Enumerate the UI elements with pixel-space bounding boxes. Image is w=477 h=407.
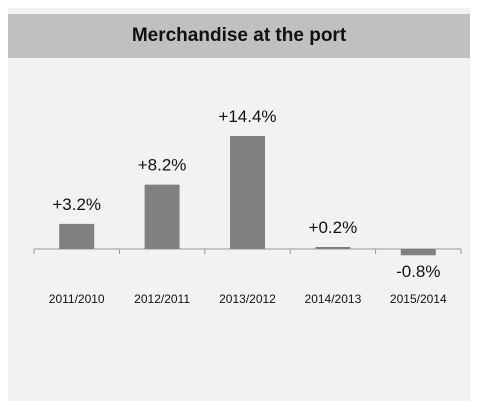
- bar-data-label: +0.2%: [309, 218, 358, 237]
- x-tick-label: 2012/2011: [134, 292, 190, 306]
- bar-data-label: +3.2%: [52, 195, 101, 214]
- chart-title-bar: Merchandise at the port: [8, 14, 470, 58]
- bar-2011-2010: [59, 223, 95, 249]
- bar-data-label: +8.2%: [138, 156, 187, 175]
- bar-data-label: -0.8%: [396, 262, 440, 281]
- bar-2012-2011: [144, 184, 180, 249]
- bar-2014-2013: [315, 247, 351, 249]
- bar-data-label: +14.4%: [218, 107, 276, 126]
- x-tick-label: 2013/2012: [219, 292, 276, 306]
- bar-2013-2012: [230, 135, 265, 249]
- x-tick-label: 2011/2010: [49, 292, 105, 306]
- x-tick-label: 2014/2013: [305, 292, 362, 306]
- bar-2015-2014: [400, 249, 436, 256]
- chart-title: Merchandise at the port: [131, 25, 347, 46]
- x-tick-label: 2015/2014: [390, 292, 447, 306]
